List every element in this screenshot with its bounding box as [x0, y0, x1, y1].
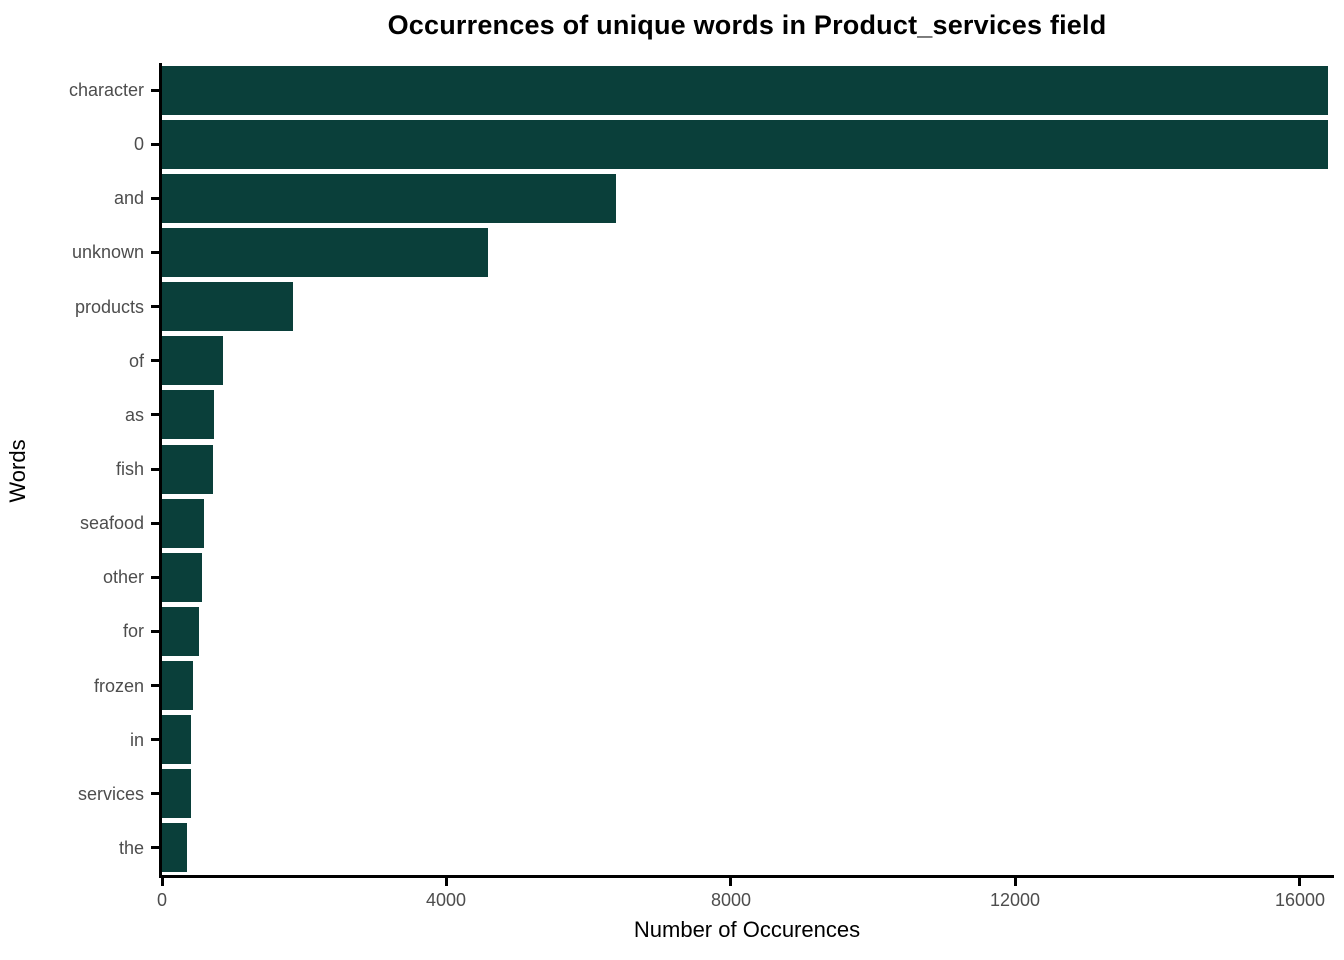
y-tick-label: in — [129, 730, 144, 750]
y-tick — [151, 89, 159, 92]
x-axis-line — [159, 875, 1334, 878]
y-tick — [151, 522, 159, 525]
x-tick — [1298, 878, 1301, 886]
bar-for — [162, 607, 199, 656]
y-tick — [151, 792, 159, 795]
y-axis-line — [159, 63, 162, 878]
x-tick — [1014, 878, 1017, 886]
y-tick — [151, 305, 159, 308]
y-tick — [151, 359, 159, 362]
y-tick-label: fish — [115, 459, 144, 479]
y-tick — [151, 684, 159, 687]
y-axis-title: Words — [5, 439, 30, 503]
bar-and — [162, 174, 616, 223]
y-tick-label: services — [77, 784, 144, 804]
bar-fish — [162, 445, 213, 494]
y-tick-label: other — [102, 567, 144, 587]
y-tick-label: for — [122, 621, 144, 641]
y-tick — [151, 630, 159, 633]
y-tick-label: and — [113, 188, 144, 208]
x-tick-label: 0 — [156, 890, 167, 910]
bar-services — [162, 769, 191, 818]
bar-character — [162, 66, 1328, 115]
y-tick — [151, 197, 159, 200]
y-tick — [151, 143, 159, 146]
bar-in — [162, 715, 191, 764]
bar-of — [162, 336, 223, 385]
x-tick-label: 12000 — [989, 890, 1041, 910]
y-tick-label: unknown — [71, 242, 144, 262]
x-tick — [445, 878, 448, 886]
x-tick-label: 16000 — [1274, 890, 1326, 910]
y-tick — [151, 576, 159, 579]
x-tick — [729, 878, 732, 886]
bar-as — [162, 390, 214, 439]
y-tick-label: products — [74, 297, 144, 317]
y-tick — [151, 251, 159, 254]
y-tick-label: seafood — [79, 513, 144, 533]
y-tick — [151, 413, 159, 416]
chart-title: Occurrences of unique words in Product_s… — [387, 10, 1107, 40]
bar-other — [162, 553, 202, 602]
y-tick-label: 0 — [133, 134, 144, 154]
bar-unknown — [162, 228, 488, 277]
y-tick-label: as — [124, 405, 144, 425]
y-tick — [151, 846, 159, 849]
bar-frozen — [162, 661, 193, 710]
x-tick-label: 8000 — [710, 890, 752, 910]
y-tick — [151, 738, 159, 741]
y-tick-label: of — [128, 351, 144, 371]
y-tick-label: frozen — [93, 676, 144, 696]
bar-0 — [162, 120, 1328, 169]
y-tick-label: the — [118, 838, 144, 858]
y-tick — [151, 468, 159, 471]
bar-seafood — [162, 499, 204, 548]
bar-products — [162, 282, 293, 331]
x-axis-title: Number of Occurences — [633, 917, 861, 942]
x-tick-label: 4000 — [425, 890, 467, 910]
y-tick-label: character — [68, 80, 144, 100]
x-tick — [161, 878, 164, 886]
bar-the — [162, 823, 187, 872]
